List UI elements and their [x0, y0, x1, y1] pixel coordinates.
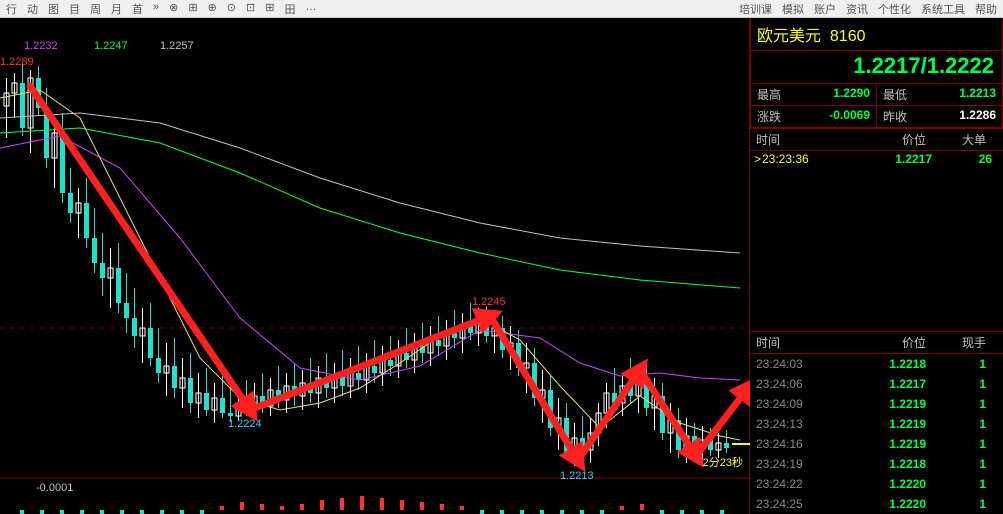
- menu-right-item[interactable]: 资讯: [846, 1, 868, 17]
- tick-row: 23:24:191.22181: [750, 454, 1003, 474]
- tick-row: 23:24:031.22181: [750, 354, 1003, 374]
- menu-left-item[interactable]: ⊞: [188, 1, 197, 17]
- ma-label: 1.2257: [160, 40, 194, 52]
- tick-list: 23:24:031.2218123:24:061.2217123:24:091.…: [750, 354, 1003, 514]
- chg-value: -0.0069: [829, 108, 870, 125]
- col-time-label2: 时间: [756, 334, 836, 351]
- big-tick-vol: 26: [932, 152, 992, 166]
- menu-left-item[interactable]: ⊙: [227, 1, 236, 17]
- chg-label: 涨跌: [757, 108, 781, 125]
- side-panel: 欧元美元 8160 1.2217/1.2222 最高 1.2290 最低 1.221…: [750, 18, 1003, 514]
- col-vol-label2: 现手: [926, 334, 986, 351]
- instrument-name: 欧元美元: [757, 28, 821, 45]
- sub-indicator-value: -0.0001: [36, 482, 73, 494]
- bid-price: 1.2217: [853, 53, 920, 78]
- high-label: 最高: [757, 86, 781, 103]
- high-value: 1.2290: [833, 86, 870, 103]
- col-price-label2: 价位: [836, 334, 926, 351]
- price-annotation: 1.2289: [0, 56, 34, 68]
- price-annotation: 1.2224: [228, 418, 262, 430]
- menu-left-item[interactable]: ⊗: [169, 1, 178, 17]
- big-tick-row: 23:23:36 1.2217 26: [750, 151, 1003, 167]
- price-annotation: 1.2245: [472, 296, 506, 308]
- countdown-label: 2分23秒: [703, 454, 743, 470]
- menu-bar: 行动图目周月首 » ⊗ ⊞ ⊕ ⊙ ⊡ ⊞ 田 … 培训课模拟账户资讯个性化系统工具帮助: [0, 0, 1003, 18]
- bid-ask-quote: 1.2217/1.2222: [751, 51, 1002, 84]
- instrument-title: 欧元美元 8160: [751, 18, 1002, 51]
- price-annotation: 1.2213: [560, 470, 594, 482]
- chart-area[interactable]: 1.2232 1.2247 1.2257 1.2289 1.2224 1.2245 1.2…: [0, 18, 750, 514]
- menu-right-item[interactable]: 模拟: [782, 1, 804, 17]
- menu-right-item[interactable]: 帮助: [975, 1, 997, 17]
- menu-right-item[interactable]: 个性化: [878, 1, 911, 17]
- menu-left-item[interactable]: …: [305, 1, 316, 17]
- menu-left-item[interactable]: 周: [90, 1, 101, 17]
- big-tick-header: 时间 价位 大单: [750, 129, 1003, 151]
- menu-left-item[interactable]: ⊕: [208, 1, 217, 17]
- big-tick-time: 23:23:36: [762, 152, 842, 166]
- big-tick-price: 1.2217: [842, 152, 932, 166]
- low-label: 最低: [883, 86, 907, 103]
- menu-left-item[interactable]: 首: [132, 1, 143, 17]
- menu-left-item[interactable]: ⊡: [246, 1, 255, 17]
- tick-row: 23:24:131.22191: [750, 414, 1003, 434]
- menu-left-item[interactable]: 月: [111, 1, 122, 17]
- col-bigvol-label: 大单: [926, 131, 986, 148]
- menu-right-item[interactable]: 培训课: [739, 1, 772, 17]
- menu-left-item[interactable]: 田: [284, 1, 295, 17]
- menu-left-item[interactable]: 图: [48, 1, 59, 17]
- ask-price: 1.2222: [927, 53, 994, 78]
- menu-right-item[interactable]: 系统工具: [921, 1, 965, 17]
- tick-row: 23:24:161.22191: [750, 434, 1003, 454]
- low-value: 1.2213: [959, 86, 996, 103]
- tick-header: 时间 价位 现手: [750, 332, 1003, 354]
- ma-label: 1.2232: [24, 40, 58, 52]
- menu-left-item[interactable]: 动: [27, 1, 38, 17]
- tick-row: 23:24:251.22201: [750, 494, 1003, 514]
- menu-right-item[interactable]: 账户: [814, 1, 836, 17]
- prev-label: 昨收: [883, 108, 907, 125]
- tick-row: 23:24:061.22171: [750, 374, 1003, 394]
- menu-left-item[interactable]: 行: [6, 1, 17, 17]
- col-price-label: 价位: [836, 131, 926, 148]
- chart-canvas: [0, 18, 750, 514]
- tick-row: 23:24:221.22201: [750, 474, 1003, 494]
- menu-left-item[interactable]: »: [153, 1, 159, 17]
- menu-left-item[interactable]: ⊞: [265, 1, 274, 17]
- col-time-label: 时间: [756, 131, 836, 148]
- menu-left-item[interactable]: 目: [69, 1, 80, 17]
- prev-value: 1.2286: [959, 108, 996, 125]
- tick-row: 23:24:091.22191: [750, 394, 1003, 414]
- ma-label: 1.2247: [94, 40, 128, 52]
- instrument-code: 8160: [830, 28, 866, 45]
